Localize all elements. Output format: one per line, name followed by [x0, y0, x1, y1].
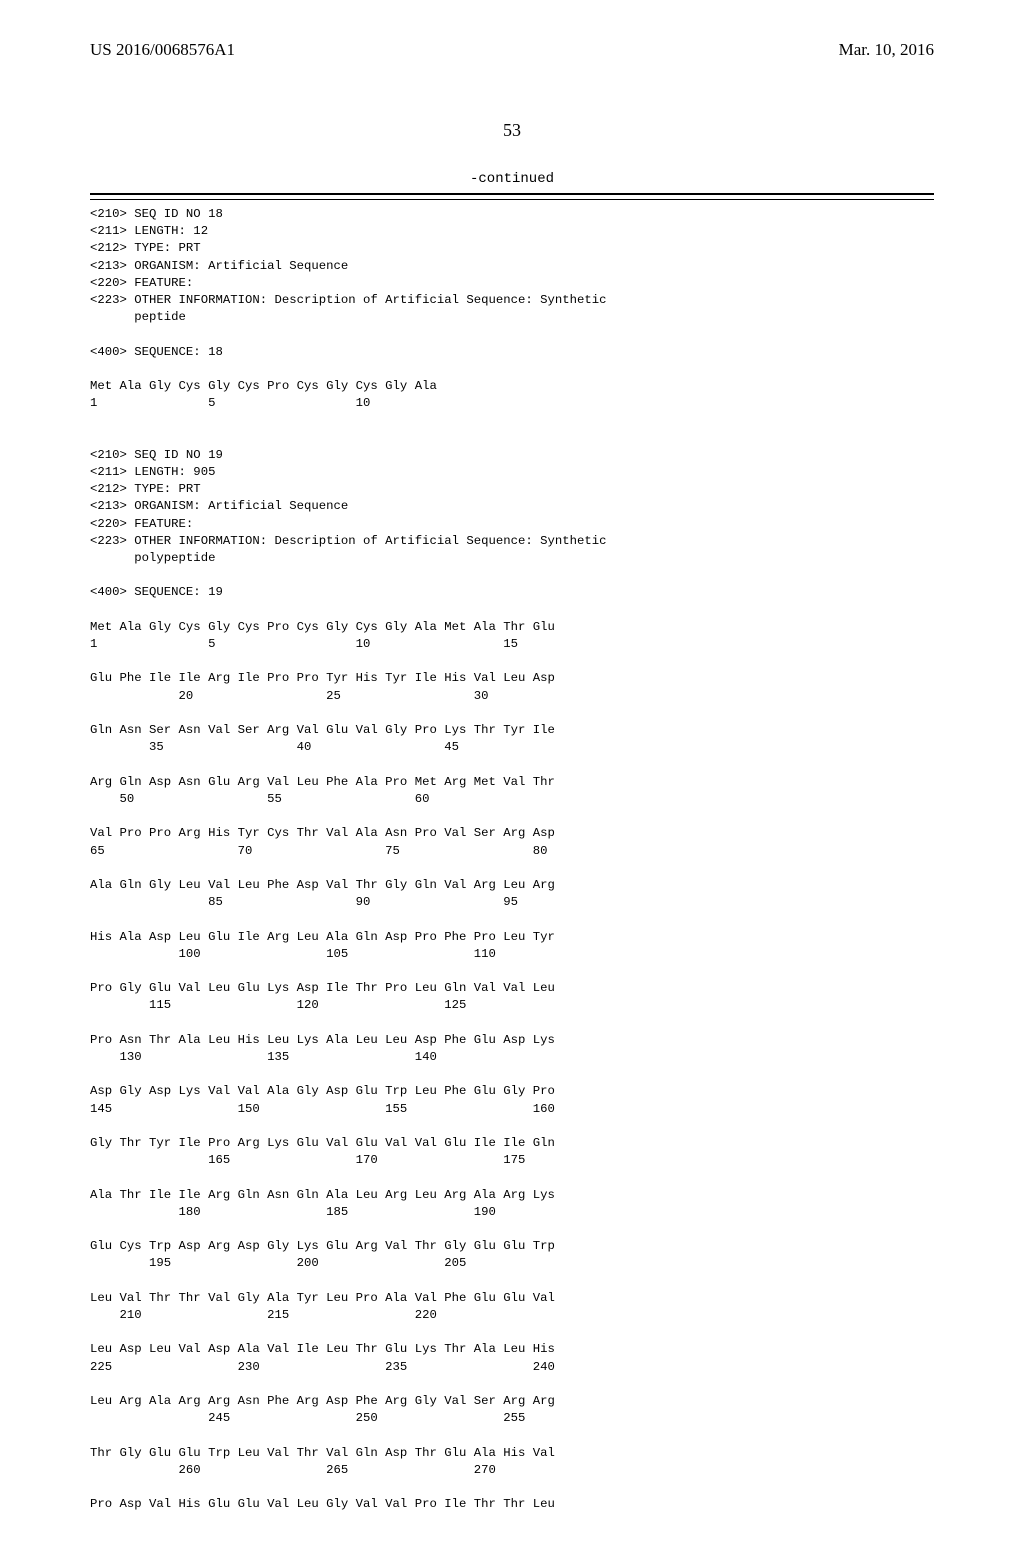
- seq-num: 65 70 75 80: [90, 844, 548, 858]
- seq-num: 85 90 95: [90, 895, 518, 909]
- seq-row: Glu Phe Ile Ile Arg Ile Pro Pro Tyr His …: [90, 671, 555, 685]
- seq18-line: <223> OTHER INFORMATION: Description of …: [90, 293, 607, 307]
- seq-num: 35 40 45: [90, 740, 459, 754]
- seq-row: Pro Asp Val His Glu Glu Val Leu Gly Val …: [90, 1497, 555, 1511]
- header-row: US 2016/0068576A1 Mar. 10, 2016: [90, 40, 934, 60]
- seq-num: 165 170 175: [90, 1153, 525, 1167]
- seq-num: 260 265 270: [90, 1463, 496, 1477]
- page-container: US 2016/0068576A1 Mar. 10, 2016 53 -cont…: [0, 0, 1024, 1553]
- seq-row: Asp Gly Asp Lys Val Val Ala Gly Asp Glu …: [90, 1084, 555, 1098]
- seq-row: Met Ala Gly Cys Gly Cys Pro Cys Gly Cys …: [90, 620, 555, 634]
- seq19-line: <220> FEATURE:: [90, 517, 193, 531]
- seq-num: 225 230 235 240: [90, 1360, 555, 1374]
- seq-num: 20 25 30: [90, 689, 488, 703]
- seq-row: Leu Arg Ala Arg Arg Asn Phe Arg Asp Phe …: [90, 1394, 555, 1408]
- seq-row: Gln Asn Ser Asn Val Ser Arg Val Glu Val …: [90, 723, 555, 737]
- seq18-line: <211> LENGTH: 12: [90, 224, 208, 238]
- seq-row: Glu Cys Trp Asp Arg Asp Gly Lys Glu Arg …: [90, 1239, 555, 1253]
- seq-row: Gly Thr Tyr Ile Pro Arg Lys Glu Val Glu …: [90, 1136, 555, 1150]
- seq18-residues: Met Ala Gly Cys Gly Cys Pro Cys Gly Cys …: [90, 379, 437, 393]
- seq-num: 1 5 10 15: [90, 637, 518, 651]
- seq-num: 195 200 205: [90, 1256, 466, 1270]
- publication-number: US 2016/0068576A1: [90, 40, 235, 60]
- seq-row: Pro Asn Thr Ala Leu His Leu Lys Ala Leu …: [90, 1033, 555, 1047]
- seq-row: Ala Gln Gly Leu Val Leu Phe Asp Val Thr …: [90, 878, 555, 892]
- seq-row: Ala Thr Ile Ile Arg Gln Asn Gln Ala Leu …: [90, 1188, 555, 1202]
- seq19-line: <223> OTHER INFORMATION: Description of …: [90, 534, 607, 548]
- rule-top-thin: [90, 199, 934, 200]
- seq-num: 50 55 60: [90, 792, 429, 806]
- seq-num: 130 135 140: [90, 1050, 437, 1064]
- seq18-line: <213> ORGANISM: Artificial Sequence: [90, 259, 348, 273]
- seq-num: 115 120 125: [90, 998, 466, 1012]
- seq19-line: polypeptide: [90, 551, 215, 565]
- seq-row: Arg Gln Asp Asn Glu Arg Val Leu Phe Ala …: [90, 775, 555, 789]
- seq-num: 145 150 155 160: [90, 1102, 555, 1116]
- page-number: 53: [90, 120, 934, 141]
- seq-row: His Ala Asp Leu Glu Ile Arg Leu Ala Gln …: [90, 930, 555, 944]
- seq18-numbers: 1 5 10: [90, 396, 370, 410]
- seq18-line: <220> FEATURE:: [90, 276, 193, 290]
- seq-num: 180 185 190: [90, 1205, 496, 1219]
- seq-num: 100 105 110: [90, 947, 496, 961]
- seq-row: Leu Val Thr Thr Val Gly Ala Tyr Leu Pro …: [90, 1291, 555, 1305]
- seq-row: Thr Gly Glu Glu Trp Leu Val Thr Val Gln …: [90, 1446, 555, 1460]
- seq18-line: peptide: [90, 310, 186, 324]
- sequence-listing: <210> SEQ ID NO 18 <211> LENGTH: 12 <212…: [90, 206, 934, 1513]
- seq18-line: <400> SEQUENCE: 18: [90, 345, 223, 359]
- seq19-line: <400> SEQUENCE: 19: [90, 585, 223, 599]
- seq18-line: <212> TYPE: PRT: [90, 241, 201, 255]
- seq19-line: <213> ORGANISM: Artificial Sequence: [90, 499, 348, 513]
- publication-date: Mar. 10, 2016: [839, 40, 934, 60]
- continued-label: -continued: [90, 171, 934, 187]
- seq-num: 245 250 255: [90, 1411, 525, 1425]
- seq19-line: <211> LENGTH: 905: [90, 465, 215, 479]
- seq18-line: <210> SEQ ID NO 18: [90, 207, 223, 221]
- seq-row: Pro Gly Glu Val Leu Glu Lys Asp Ile Thr …: [90, 981, 555, 995]
- rule-top-thick: [90, 193, 934, 195]
- seq-row: Leu Asp Leu Val Asp Ala Val Ile Leu Thr …: [90, 1342, 555, 1356]
- seq19-line: <212> TYPE: PRT: [90, 482, 201, 496]
- seq19-line: <210> SEQ ID NO 19: [90, 448, 223, 462]
- seq-row: Val Pro Pro Arg His Tyr Cys Thr Val Ala …: [90, 826, 555, 840]
